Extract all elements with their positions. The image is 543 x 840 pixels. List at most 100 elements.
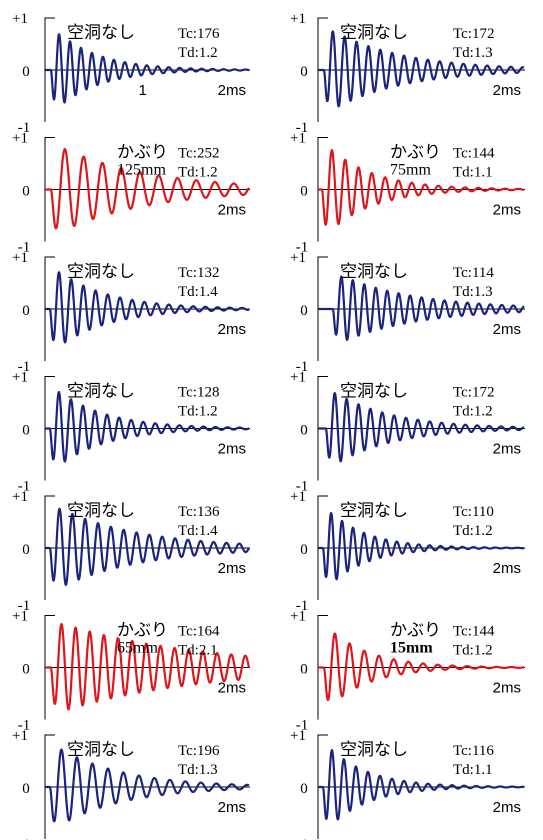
td-value-label: Td:2.1 <box>178 643 218 659</box>
waveform-line <box>44 271 250 344</box>
y-axis-line <box>44 615 55 720</box>
y-tick-label-zero: 0 <box>22 542 30 558</box>
y-axis-line <box>44 376 55 481</box>
tc-value-label: Tc:176 <box>178 26 220 42</box>
y-tick-label-zero: 0 <box>300 781 308 797</box>
waveform-line <box>317 511 525 581</box>
x-axis-unit-label: 2ms <box>493 441 521 458</box>
x-axis-unit-label: 2ms <box>218 560 246 577</box>
tc-value-label: Tc:116 <box>453 743 494 759</box>
y-tick-label-zero: 0 <box>22 303 30 319</box>
x-axis-unit-label: 2ms <box>493 82 521 99</box>
td-value-label: Td:1.4 <box>178 284 218 300</box>
cover-depth-value: 75mm <box>390 162 431 179</box>
cover-depth-label: かぶり <box>390 621 441 640</box>
y-tick-label-top: +1 <box>12 370 28 386</box>
waveform-line <box>44 622 251 711</box>
cavity-status-label: 空洞なし <box>67 740 135 759</box>
y-tick-label-bottom: -1 <box>296 479 309 495</box>
y-tick-label-top: +1 <box>290 250 306 266</box>
y-tick-label-zero: 0 <box>22 64 30 80</box>
tc-value-label: Tc:144 <box>453 146 495 162</box>
tc-value-label: Tc:172 <box>453 26 494 42</box>
cavity-status-label: 空洞なし <box>340 382 408 401</box>
y-axis-line <box>44 734 55 839</box>
y-tick-label-top: +1 <box>290 11 306 27</box>
y-tick-label-top: +1 <box>290 131 306 147</box>
y-tick-label-top: +1 <box>12 131 28 147</box>
y-tick-label-bottom: -1 <box>18 837 31 840</box>
cover-depth-value: 65mm <box>117 640 158 657</box>
td-value-label: Td:1.3 <box>453 45 493 61</box>
waveform-line <box>317 275 525 341</box>
y-tick-label-zero: 0 <box>300 64 308 80</box>
x-axis-unit-label: 2ms <box>218 321 246 338</box>
tc-value-label: Tc:144 <box>453 624 495 640</box>
cover-depth-label: かぶり <box>390 143 441 162</box>
tc-value-label: Tc:128 <box>178 385 219 401</box>
tc-value-label: Tc:252 <box>178 146 219 162</box>
waveform-line <box>317 30 525 108</box>
waveform-line <box>44 748 250 823</box>
cavity-status-label: 空洞なし <box>67 262 135 281</box>
waveform-line <box>317 392 525 463</box>
y-tick-label-bottom: -1 <box>296 240 309 256</box>
waveform-line <box>44 507 250 586</box>
y-tick-label-zero: 0 <box>300 542 308 558</box>
td-value-label: Td:1.2 <box>178 45 218 61</box>
waveform-panel: +1 0 -1 空洞なし Tc:196 Td:1.3 2ms <box>12 728 250 840</box>
y-tick-label-bottom: -1 <box>18 359 31 375</box>
y-tick-label-bottom: -1 <box>18 598 31 614</box>
waveform-panel: +1 0 -1 空洞なし Tc:132 Td:1.4 2ms <box>12 250 250 375</box>
y-tick-label-top: +1 <box>12 11 28 27</box>
cover-depth-label: かぶり <box>117 621 168 640</box>
y-tick-label-bottom: -1 <box>18 120 31 136</box>
tc-value-label: Tc:196 <box>178 743 220 759</box>
y-tick-label-zero: 0 <box>22 184 30 200</box>
y-tick-label-zero: 0 <box>22 781 30 797</box>
td-value-label: Td:1.4 <box>178 523 218 539</box>
x-axis-unit-label: 2ms <box>218 799 246 816</box>
y-tick-label-bottom: -1 <box>296 598 309 614</box>
y-axis-line <box>44 256 55 361</box>
tc-value-label: Tc:110 <box>453 504 494 520</box>
y-axis-line <box>317 376 328 481</box>
y-axis-line <box>44 137 55 242</box>
y-axis-line <box>317 137 328 242</box>
x-axis-unit-label: 2ms <box>218 441 246 458</box>
x-axis-unit-label: 2ms <box>218 202 246 219</box>
waveform-panel: +1 0 -1 空洞なし Tc:128 Td:1.2 2ms <box>12 370 250 495</box>
td-value-label: Td:1.2 <box>453 523 493 539</box>
y-tick-label-bottom: -1 <box>296 718 309 734</box>
td-value-label: Td:1.3 <box>453 284 493 300</box>
y-axis-line <box>44 495 55 600</box>
td-value-label: Td:1.2 <box>453 404 493 420</box>
waveform-panel: +1 0 -1 空洞なし Tc:136 Td:1.4 2ms <box>12 489 250 614</box>
tc-value-label: Tc:164 <box>178 624 220 640</box>
x-axis-unit-label: 2ms <box>493 202 521 219</box>
cover-depth-value: 15mm <box>390 640 433 657</box>
y-tick-label-top: +1 <box>12 250 28 266</box>
y-tick-label-zero: 0 <box>22 423 30 439</box>
y-tick-label-zero: 0 <box>300 184 308 200</box>
y-tick-label-bottom: -1 <box>296 837 309 840</box>
x-axis-unit-label: 2ms <box>493 799 521 816</box>
cavity-status-label: 空洞なし <box>67 382 135 401</box>
waveform-panel: +1 0 -1 空洞なし Tc:110 Td:1.2 2ms <box>290 489 525 614</box>
waveform-line <box>317 632 525 702</box>
waveform-panel: +1 0 -1 空洞なし Tc:172 Td:1.2 2ms <box>290 370 525 495</box>
y-tick-label-top: +1 <box>290 728 306 744</box>
waveform-line <box>44 391 250 463</box>
x-axis-unit-label: 2ms <box>493 560 521 577</box>
y-tick-label-bottom: -1 <box>18 240 31 256</box>
y-tick-label-zero: 0 <box>22 662 30 678</box>
td-value-label: Td:1.2 <box>453 643 493 659</box>
y-tick-label-zero: 0 <box>300 662 308 678</box>
waveform-panel: +1 0 -1 空洞なし Tc:172 Td:1.3 2ms <box>290 11 525 136</box>
waveform-panel: +1 0 -1 空洞なし Tc:176 Td:1.2 2ms 1 <box>12 11 250 136</box>
cavity-status-label: 空洞なし <box>340 740 408 759</box>
waveform-line <box>317 749 525 821</box>
